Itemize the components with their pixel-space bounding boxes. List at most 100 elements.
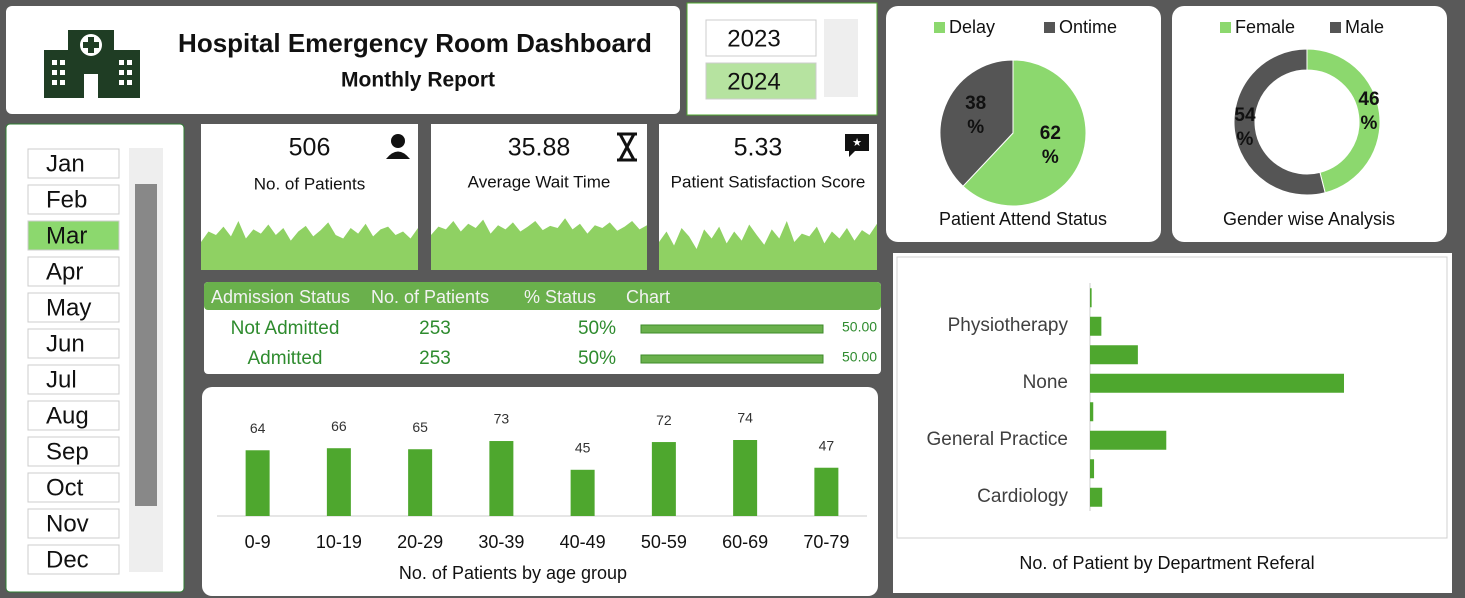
x-tick-label: 40-49: [560, 532, 606, 552]
legend-swatch: [1044, 22, 1055, 33]
bar: [1090, 345, 1138, 365]
month-label: Apr: [46, 258, 83, 285]
chart-title: Gender wise Analysis: [1223, 209, 1395, 229]
bar: [1090, 316, 1102, 336]
title: Hospital Emergency Room Dashboard: [178, 28, 652, 58]
bar: [1090, 487, 1103, 507]
month-button[interactable]: [27, 544, 120, 575]
x-tick-label: 30-39: [478, 532, 524, 552]
bar: [326, 448, 351, 516]
x-tick-label: 50-59: [641, 532, 687, 552]
y-tick-label: Cardiology: [977, 486, 1068, 507]
value-label: 64: [250, 420, 266, 436]
year-label: 2023: [727, 25, 780, 52]
month-button[interactable]: [27, 184, 120, 215]
legend-label: Delay: [949, 17, 995, 37]
month-button[interactable]: [27, 364, 120, 395]
month-button[interactable]: [27, 508, 120, 539]
dept-plot-border: [896, 256, 1448, 539]
value-label-box: 46 %: [1358, 89, 1380, 135]
kpi-icon: [617, 132, 637, 162]
table-status: Not Admitted: [231, 318, 340, 339]
value-label-box: 62 %: [1040, 123, 1061, 168]
table-patients: 253: [419, 318, 451, 339]
value-label: 46 %: [1358, 89, 1380, 135]
value-label-box: 54 %: [1234, 104, 1256, 150]
kpi-value: 5.33: [734, 134, 783, 162]
y-tick-label: None: [1023, 372, 1068, 393]
kpi-icon: [845, 134, 869, 157]
bar: [1090, 373, 1344, 393]
bar: [1090, 459, 1095, 479]
bar: [814, 467, 839, 516]
subtitle: Monthly Report: [341, 69, 495, 92]
month-label: May: [46, 294, 91, 321]
table-bar: [640, 324, 824, 334]
table-status: Admitted: [248, 348, 323, 369]
month-button[interactable]: [27, 148, 120, 179]
donut-slice: [1233, 48, 1326, 196]
table-header: [204, 282, 881, 310]
bar: [570, 469, 595, 516]
legend-label: Female: [1235, 17, 1295, 37]
month-label: Dec: [46, 546, 89, 573]
month-scroll-thumb: [135, 184, 157, 506]
y-tick-label: General Practice: [926, 429, 1068, 450]
bar: [733, 440, 758, 516]
bar: [1090, 402, 1094, 422]
value-label: 54 %: [1234, 104, 1256, 150]
month-button[interactable]: [27, 292, 120, 323]
table-column-header: % Status: [524, 287, 596, 307]
sparkline: [201, 221, 418, 270]
value-label: 38 %: [965, 93, 987, 139]
sparkline: [431, 218, 647, 270]
x-tick-label: 70-79: [803, 532, 849, 552]
kpi-label: Patient Satisfaction Score: [671, 172, 866, 191]
table-bar-label: 50.00: [842, 319, 877, 335]
month-label: Jan: [46, 150, 85, 177]
x-tick-label: 0-9: [245, 532, 271, 552]
table-bar: [640, 354, 824, 364]
y-tick-label: Physiotherapy: [948, 315, 1069, 336]
value-label: 66: [331, 418, 347, 434]
age-card: [202, 387, 878, 596]
year-scroll: [824, 19, 858, 97]
kpi-icon-star: ★: [852, 137, 862, 149]
value-label: 72: [656, 412, 672, 428]
x-tick-label: 60-69: [722, 532, 768, 552]
table-column-header: Chart: [626, 287, 670, 307]
month-button[interactable]: [27, 472, 120, 503]
bar: [489, 441, 514, 516]
chart-title: No. of Patient by Department Referal: [1019, 553, 1314, 573]
year-label: 2024: [727, 68, 780, 95]
year-button[interactable]: [705, 19, 817, 57]
table-pct: 50%: [578, 348, 616, 369]
legend-label: Ontime: [1059, 17, 1117, 37]
value-label: 45: [575, 439, 591, 455]
value-label: 73: [494, 411, 510, 427]
month-button[interactable]: [27, 220, 120, 251]
bar: [1090, 288, 1092, 308]
kpi-icon: [391, 134, 405, 148]
month-label: Jul: [46, 366, 77, 393]
x-tick-label: 20-29: [397, 532, 443, 552]
bar: [245, 450, 270, 516]
month-label: Aug: [46, 402, 89, 429]
table-pct: 50%: [578, 318, 616, 339]
table-bar-label: 50.00: [842, 349, 877, 365]
chart-title: No. of Patients by age group: [399, 563, 627, 583]
sparkline: [659, 221, 877, 270]
month-button[interactable]: [27, 436, 120, 467]
value-label: 65: [412, 419, 428, 435]
bar: [1090, 430, 1167, 450]
year-button[interactable]: [705, 62, 817, 100]
kpi-label: Average Wait Time: [468, 172, 611, 191]
month-label: Oct: [46, 474, 84, 501]
month-button[interactable]: [27, 256, 120, 287]
donut-card: [1172, 6, 1447, 242]
month-button[interactable]: [27, 328, 120, 359]
chart-title: Patient Attend Status: [939, 209, 1107, 229]
value-label: 74: [737, 410, 753, 426]
table-patients: 253: [419, 348, 451, 369]
month-button[interactable]: [27, 400, 120, 431]
